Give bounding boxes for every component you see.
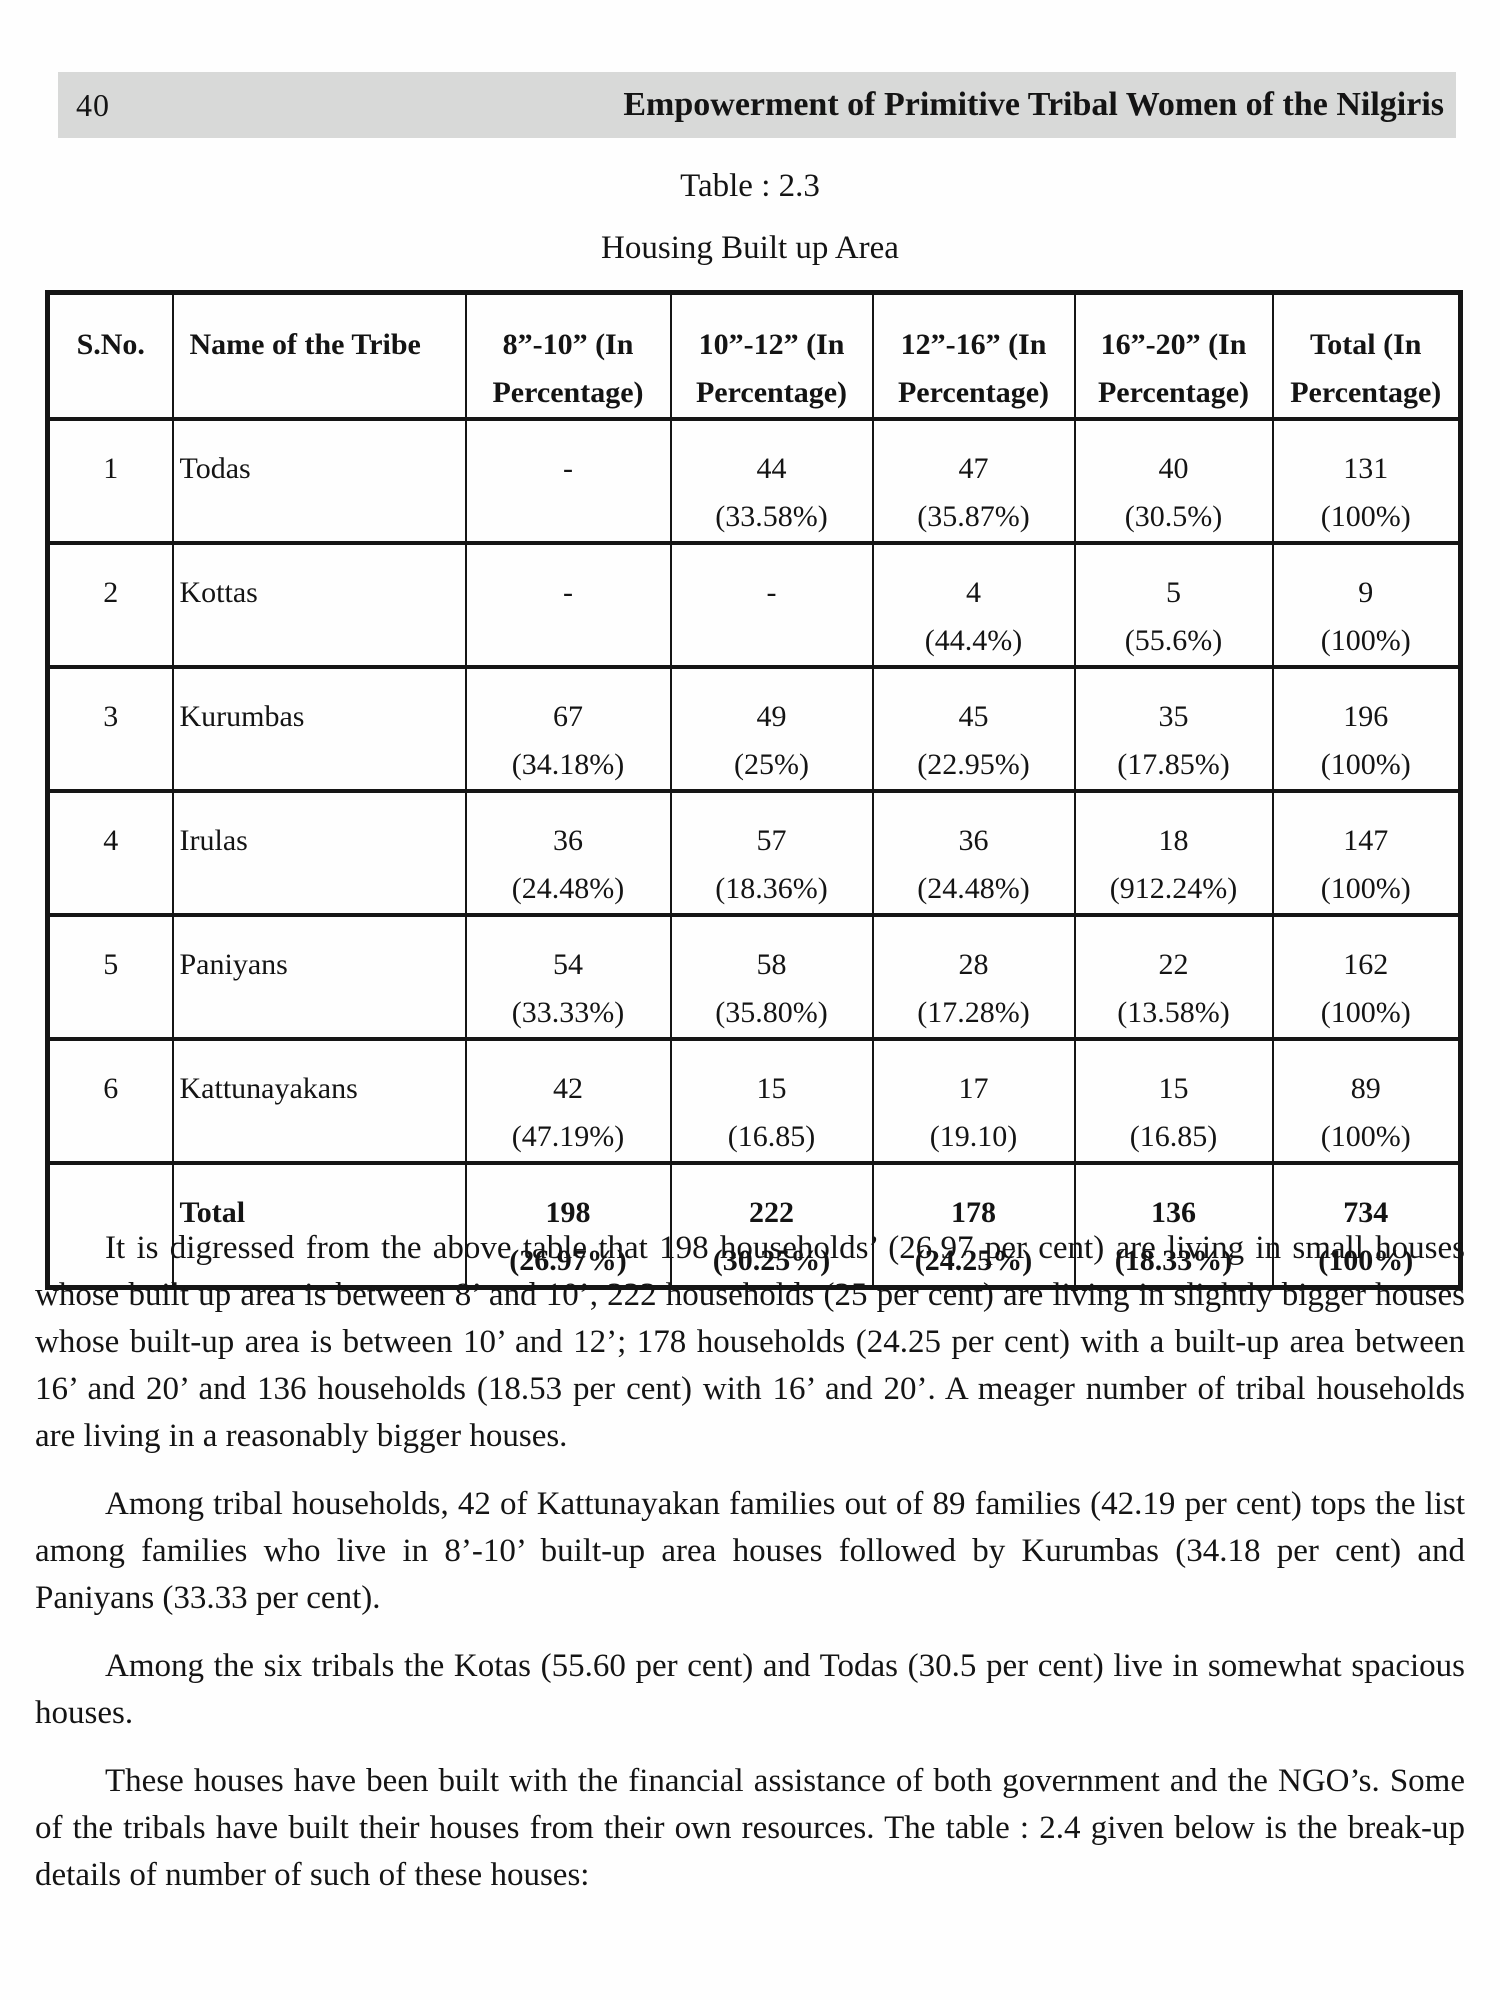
row-sno: 5 xyxy=(46,913,174,1041)
cell-10-12: 49 (25%) xyxy=(669,665,874,793)
table-row-kottas: 2 Kottas - - 4 (44.4%) 5 (55.6%) 9 (100%… xyxy=(46,541,1462,669)
cell-8-10: 42 (47.19%) xyxy=(464,1037,672,1165)
table-row-irulas: 4 Irulas 36 (24.48%) 57 (18.36%) 36 (24.… xyxy=(46,789,1462,917)
row-tribe-name: Paniyans xyxy=(171,913,467,1041)
cell-12-16: 36 (24.48%) xyxy=(871,789,1076,917)
cell-total: 9 (100%) xyxy=(1271,541,1462,669)
cell-total: 89 (100%) xyxy=(1271,1037,1462,1165)
row-total-label: Total xyxy=(171,1161,467,1290)
row-tribe-name: Todas xyxy=(171,417,467,545)
cell-10-12: 44 (33.58%) xyxy=(669,417,874,545)
col-header-16-20: 16”-20” (In Percentage) xyxy=(1073,290,1274,421)
row-tribe-name: Kottas xyxy=(171,541,467,669)
table-row-total: Total 198 (26.97%) 222 (30.25%) 178 (24.… xyxy=(46,1161,1462,1290)
cell-16-20: 5 (55.6%) xyxy=(1073,541,1274,669)
cell-8-10: - xyxy=(464,541,672,669)
table-caption-label: Table : 2.3 xyxy=(680,168,820,204)
cell-10-12: 58 (35.80%) xyxy=(669,913,874,1041)
table-row-kattunayakans: 6 Kattunayakans 42 (47.19%) 15 (16.85) 1… xyxy=(46,1037,1462,1165)
row-sno: 4 xyxy=(46,789,174,917)
cell-total: 131 (100%) xyxy=(1271,417,1462,545)
col-header-10-12: 10”-12” (In Percentage) xyxy=(669,290,874,421)
row-tribe-name: Kattunayakans xyxy=(171,1037,467,1165)
cell-8-10: 67 (34.18%) xyxy=(464,665,672,793)
cell-total-total: 734 (100%) xyxy=(1271,1161,1462,1290)
cell-8-10: 54 (33.33%) xyxy=(464,913,672,1041)
cell-12-16: 4 (44.4%) xyxy=(871,541,1076,669)
cell-total: 147 (100%) xyxy=(1271,789,1462,917)
row-sno: 3 xyxy=(46,665,174,793)
page-header: 40 Empowerment of Primitive Tribal Women… xyxy=(58,72,1456,138)
cell-16-20: 15 (16.85) xyxy=(1073,1037,1274,1165)
row-tribe-name: Irulas xyxy=(171,789,467,917)
cell-16-20: 18 (912.24%) xyxy=(1073,789,1274,917)
cell-16-20-total: 136 (18.33%) xyxy=(1073,1161,1274,1290)
table-caption-title: Housing Built up Area xyxy=(601,230,899,266)
cell-total: 196 (100%) xyxy=(1271,665,1462,793)
table-row-todas: 1 Todas - 44 (33.58%) 47 (35.87%) 40 (30… xyxy=(46,417,1462,545)
paragraph-4: These houses have been built with the fi… xyxy=(35,1763,1465,1893)
cell-10-12: 15 (16.85) xyxy=(669,1037,874,1165)
cell-12-16-total: 178 (24.25%) xyxy=(871,1161,1076,1290)
page-number: 40 xyxy=(76,86,110,123)
row-sno: 2 xyxy=(46,541,174,669)
col-header-tribe-name: Name of the Tribe xyxy=(171,290,467,421)
row-tribe-name: Kurumbas xyxy=(171,665,467,793)
cell-12-16: 45 (22.95%) xyxy=(871,665,1076,793)
cell-8-10: - xyxy=(464,417,672,545)
cell-10-12: 57 (18.36%) xyxy=(669,789,874,917)
cell-12-16: 28 (17.28%) xyxy=(871,913,1076,1041)
housing-built-up-area-table: S.No. Name of the Tribe 8”-10” (In Perce… xyxy=(45,290,1463,1290)
col-header-12-16: 12”-16” (In Percentage) xyxy=(871,290,1076,421)
col-header-sno: S.No. xyxy=(46,290,174,421)
col-header-8-10: 8”-10” (In Percentage) xyxy=(464,290,672,421)
cell-8-10-total: 198 (26.97%) xyxy=(464,1161,672,1290)
cell-16-20: 40 (30.5%) xyxy=(1073,417,1274,545)
row-sno xyxy=(46,1161,174,1290)
table-row-paniyans: 5 Paniyans 54 (33.33%) 58 (35.80%) 28 (1… xyxy=(46,913,1462,1041)
cell-12-16: 17 (19.10) xyxy=(871,1037,1076,1165)
table-row-kurumbas: 3 Kurumbas 67 (34.18%) 49 (25%) 45 (22.9… xyxy=(46,665,1462,793)
paragraph-3: Among the six tribals the Kotas (55.60 p… xyxy=(35,1648,1465,1731)
running-title: Empowerment of Primitive Tribal Women of… xyxy=(623,86,1444,123)
cell-8-10: 36 (24.48%) xyxy=(464,789,672,917)
col-header-total: Total (In Percentage) xyxy=(1271,290,1462,421)
cell-10-12: - xyxy=(669,541,874,669)
body-text: It is digressed from the above table tha… xyxy=(35,1225,1465,1920)
paragraph-2: Among tribal households, 42 of Kattunaya… xyxy=(35,1486,1465,1616)
cell-12-16: 47 (35.87%) xyxy=(871,417,1076,545)
paragraph-1: It is digressed from the above table tha… xyxy=(35,1230,1465,1454)
cell-total: 162 (100%) xyxy=(1271,913,1462,1041)
cell-16-20: 22 (13.58%) xyxy=(1073,913,1274,1041)
row-sno: 6 xyxy=(46,1037,174,1165)
row-sno: 1 xyxy=(46,417,174,545)
cell-16-20: 35 (17.85%) xyxy=(1073,665,1274,793)
cell-10-12-total: 222 (30.25%) xyxy=(669,1161,874,1290)
table-header-row: S.No. Name of the Tribe 8”-10” (In Perce… xyxy=(46,290,1462,421)
